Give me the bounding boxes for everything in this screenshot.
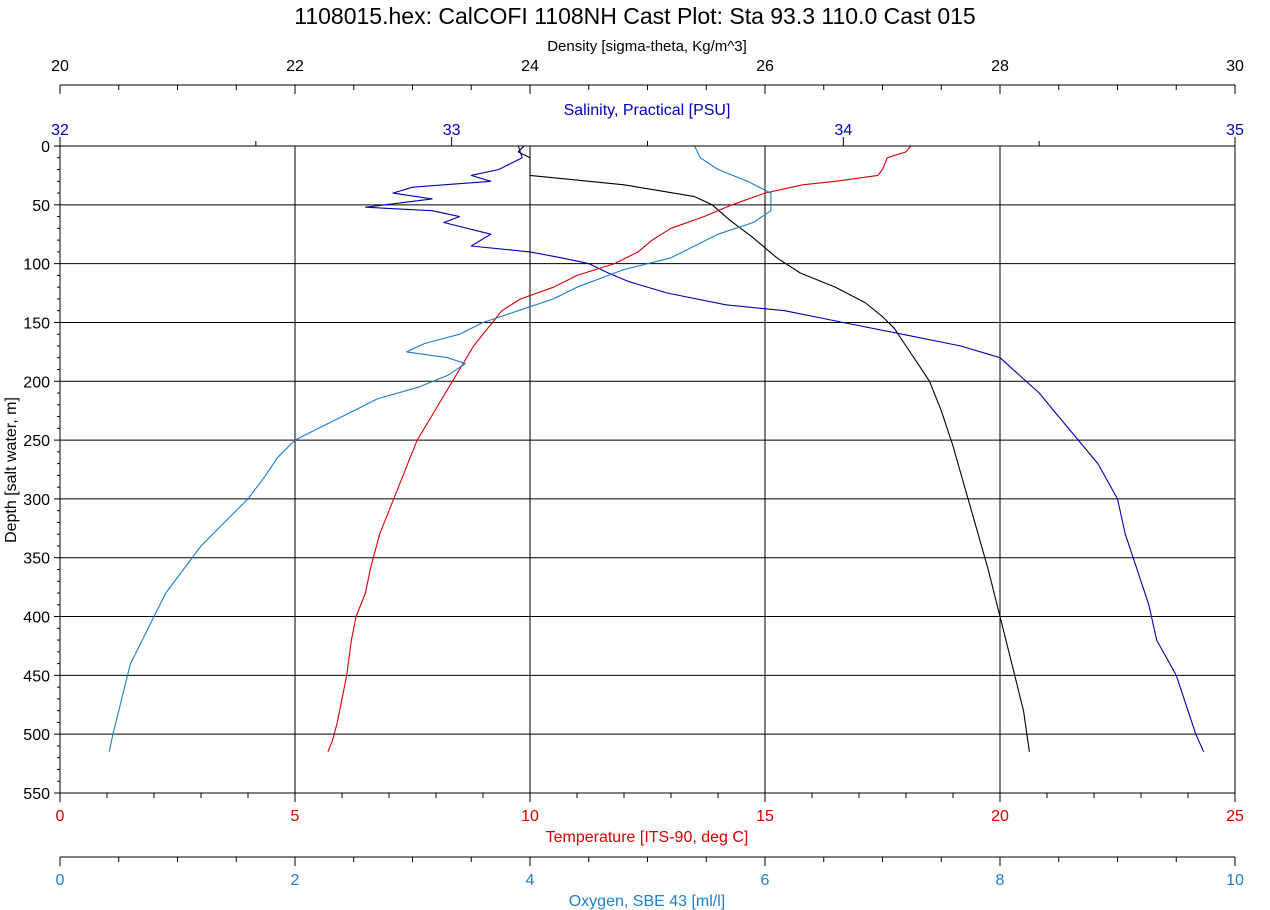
oxygen-tick-label: 10 [1226, 872, 1244, 889]
depth-tick-label: 350 [23, 551, 50, 568]
oxygen-tick-label: 2 [291, 872, 300, 889]
oxygen-tick-label: 4 [526, 872, 535, 889]
temperature-profile-line [327, 145, 912, 753]
depth-tick-label: 100 [23, 257, 50, 274]
chart-title: 1108015.hex: CalCOFI 1108NH Cast Plot: S… [294, 3, 975, 29]
oxygen-axis-ticks: 0 2 4 6 8 10 [56, 857, 1244, 889]
oxygen-tick-label: 0 [56, 872, 65, 889]
depth-tick-label: 150 [23, 315, 50, 332]
depth-tick-label: 250 [23, 433, 50, 450]
plot-series [108, 145, 1205, 753]
depth-tick-label: 50 [32, 198, 50, 215]
temperature-tick-label: 5 [291, 808, 300, 825]
oxygen-axis-label: Oxygen, SBE 43 [ml/l] [569, 893, 726, 910]
depth-tick-label: 450 [23, 668, 50, 685]
plot-frame [59, 145, 1236, 794]
oxygen-profile-line [108, 145, 772, 752]
salinity-axis-ticks: 32 33 34 35 [51, 122, 1244, 146]
oxygen-tick-label: 6 [761, 872, 770, 889]
oxygen-tick-label: 8 [996, 872, 1005, 889]
density-tick-label: 28 [991, 58, 1009, 75]
temperature-axis-label: Temperature [ITS-90, deg C] [546, 829, 749, 846]
density-tick-label: 20 [51, 58, 69, 75]
salinity-tick-label: 35 [1226, 122, 1244, 139]
depth-axis-label: Depth [salt water, m] [3, 397, 20, 543]
density-tick-label: 26 [756, 58, 774, 75]
depth-tick-label: 550 [23, 786, 50, 803]
density-axis-ticks: 20 22 24 26 28 30 [51, 58, 1244, 94]
density-tick-label: 22 [286, 58, 304, 75]
temperature-tick-label: 10 [521, 808, 539, 825]
depth-tick-label: 200 [23, 374, 50, 391]
temperature-tick-label: 0 [56, 808, 65, 825]
depth-tick-label: 0 [41, 139, 50, 156]
density-tick-label: 24 [521, 58, 539, 75]
temperature-axis-ticks: 0 5 10 15 20 25 [56, 793, 1244, 825]
temperature-tick-label: 25 [1226, 808, 1244, 825]
density-profile-line [517, 145, 1030, 752]
salinity-tick-label: 32 [51, 122, 69, 139]
depth-axis-ticks: 0 50 100 150 200 250 300 350 400 450 500 550 [23, 139, 60, 803]
salinity-profile-line [364, 145, 1205, 753]
density-tick-label: 30 [1226, 58, 1244, 75]
temperature-tick-label: 20 [991, 808, 1009, 825]
depth-tick-label: 400 [23, 610, 50, 627]
density-axis-label: Density [sigma-theta, Kg/m^3] [547, 38, 747, 55]
salinity-axis-label: Salinity, Practical [PSU] [564, 102, 731, 119]
depth-tick-label: 500 [23, 727, 50, 744]
temperature-tick-label: 15 [756, 808, 774, 825]
salinity-tick-label: 34 [834, 122, 852, 139]
salinity-tick-label: 33 [443, 122, 461, 139]
depth-tick-label: 300 [23, 492, 50, 509]
